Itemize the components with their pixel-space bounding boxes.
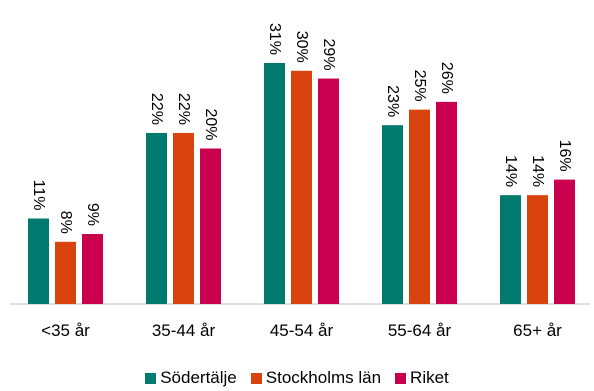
data-label-riket-2: 20% [202,108,219,140]
bar-riket-3 [318,78,339,304]
bars-group [28,63,575,305]
bar-stockholms-l-n-1 [55,241,76,304]
bar-s-dert-lje-1 [28,218,49,304]
x-tick-label-1: <35 år [41,321,90,340]
legend-label-stockholms-lan: Stockholms län [265,368,382,387]
data-label-stockholms-l-n-2: 22% [175,93,192,125]
data-label-s-dert-lje-1: 11% [30,180,47,211]
bar-riket-5 [554,179,575,304]
bar-stockholms-l-n-3 [291,70,312,304]
legend-label-sodertalje: Södertälje [160,368,237,387]
bar-riket-1 [82,234,103,304]
data-label-stockholms-l-n-3: 30% [293,31,310,63]
data-label-riket-4: 26% [438,62,455,94]
x-tick-label-4: 55-64 år [388,321,452,340]
data-label-riket-3: 29% [320,39,337,71]
data-label-stockholms-l-n-4: 25% [411,70,428,102]
legend-item-sodertalje: Södertälje [145,368,237,388]
data-label-riket-5: 16% [556,140,573,172]
data-label-s-dert-lje-2: 22% [148,93,165,125]
data-label-stockholms-l-n-5: 14% [529,155,546,187]
bar-s-dert-lje-4 [382,125,403,305]
bar-s-dert-lje-2 [146,132,167,304]
x-tick-label-5: 65+ år [513,321,562,340]
legend-item-riket: Riket [395,368,449,388]
legend-label-riket: Riket [410,368,449,387]
legend-swatch-sodertalje [145,372,157,384]
x-tick-labels-group: <35 år 35-44 år 45-54 år 55-64 år 65+ år [41,321,562,340]
data-label-s-dert-lje-5: 14% [502,155,519,187]
data-label-stockholms-l-n-1: 8% [57,211,74,234]
legend-swatch-riket [395,372,407,384]
bar-stockholms-l-n-2 [173,132,194,304]
bar-s-dert-lje-5 [500,195,521,304]
data-label-s-dert-lje-4: 23% [384,85,401,117]
data-label-riket-1: 9% [84,203,101,226]
bar-s-dert-lje-3 [264,63,285,304]
bar-stockholms-l-n-5 [527,195,548,304]
legend-swatch-stockholms-lan [250,372,262,384]
x-tick-label-2: 35-44 år [152,321,216,340]
x-tick-label-3: 45-54 år [270,321,334,340]
data-labels-group: 11% 8% 9% 22% 22% 20% 31% 30% 29% 23% 25% 26% 14% 14%… [30,23,573,234]
bar-riket-4 [436,101,457,304]
legend: Södertälje Stockholms län Riket [0,368,594,388]
bar-riket-2 [200,148,221,304]
data-label-s-dert-lje-3: 31% [266,23,283,55]
bar-stockholms-l-n-4 [409,109,430,304]
legend-item-stockholms-lan: Stockholms län [250,368,382,388]
